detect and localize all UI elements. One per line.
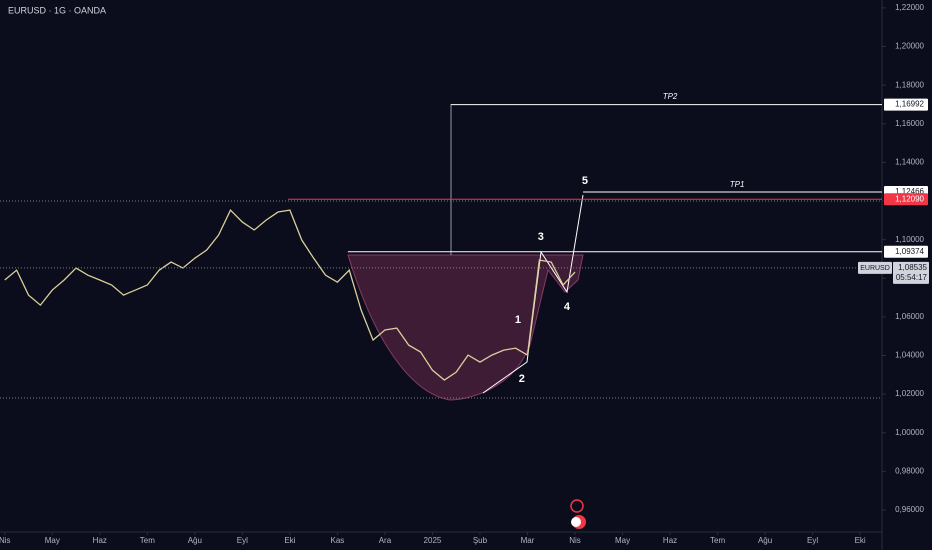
x-tick-label: Eki [855,536,866,545]
x-tick-label: Haz [663,536,677,545]
level-label: 1,12466 [895,187,924,196]
event-flag [571,517,581,527]
x-tick-label: 2025 [424,536,442,545]
x-tick-label: Ağu [188,536,202,545]
countdown-label: 05:54:17 [896,273,928,282]
x-tick-label: Nis [0,536,11,545]
level-box [884,98,928,111]
x-tick-label: Eyl [807,536,818,545]
y-tick-label: 1,10000 [895,235,924,244]
x-tick-label: Ara [379,536,392,545]
price-label: 1,08535 [898,263,927,272]
y-tick-label: 1,00000 [895,428,924,437]
x-tick-label: Nis [569,536,581,545]
annotation: TP1 [730,180,745,189]
price-line [4,208,576,381]
symbol-label: EURUSD [860,265,890,272]
chart-title: EURUSD · 1G · OANDA [8,5,106,15]
flash-icon [570,499,584,513]
price-box [893,261,929,284]
y-tick-label: 0,98000 [895,466,924,475]
y-tick-label: 1,14000 [895,158,924,167]
x-tick-label: Eki [284,536,295,545]
y-tick-label: 1,04000 [895,351,924,360]
annotation: 4 [564,301,571,313]
x-tick-label: Haz [93,536,107,545]
x-tick-label: Şub [473,536,488,545]
annotation: 3 [538,231,544,243]
y-tick-label: 1,20000 [895,42,924,51]
level-box [884,245,928,258]
annotation: 5 [582,175,588,187]
y-tick-label: 1,16000 [895,119,924,128]
x-tick-label: Ağu [758,536,772,545]
annotation: 2 [519,373,525,385]
cup-shape [347,254,584,401]
x-tick-label: Mar [521,536,535,545]
x-tick-label: May [615,536,630,545]
annotation: TP2 [663,92,678,101]
annotation: 1 [515,314,521,326]
level-box [884,193,928,206]
y-tick-label: 1,06000 [895,312,924,321]
level-label: 1,12090 [895,194,924,203]
y-tick-label: 0,96000 [895,505,924,514]
y-tick-label: 1,02000 [895,389,924,398]
x-tick-label: Kas [331,536,345,545]
y-tick-label: 1,18000 [895,80,924,89]
level-label: 1,16992 [895,100,924,109]
x-tick-label: Tem [140,536,155,545]
x-tick-label: May [45,536,60,545]
y-tick-label: 1,22000 [895,3,924,12]
x-tick-label: Eyl [237,536,248,545]
x-tick-label: Tem [710,536,725,545]
level-label: 1,09374 [895,247,924,256]
symbol-box [858,261,892,274]
